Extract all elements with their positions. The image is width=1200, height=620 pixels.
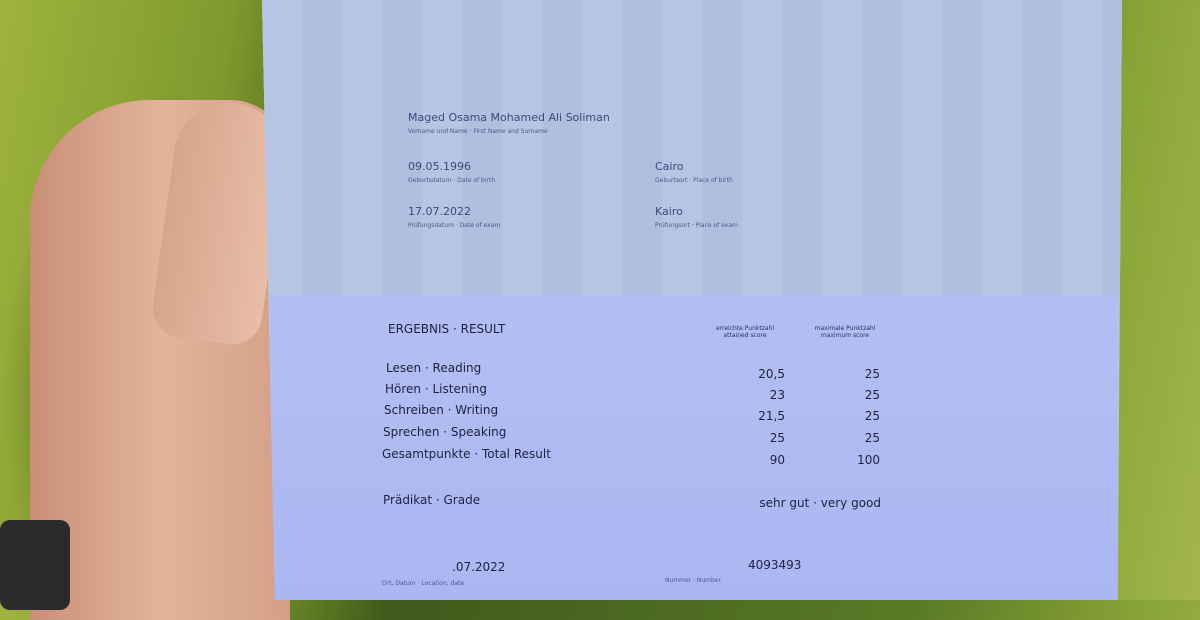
certificate-number: 4093493 — [748, 558, 802, 572]
name-label: Vorname und Name · First Name and Surnam… — [408, 128, 548, 135]
score-row-label: Gesamtpunkte · Total Result — [382, 447, 551, 461]
attained-score-header: erreichte Punktzahl attained score — [715, 325, 775, 339]
issue-date: .07.2022 — [452, 560, 506, 574]
max-score: 25 — [864, 409, 880, 423]
attained-score: 20,5 — [758, 367, 785, 381]
score-row-label: Lesen · Reading — [386, 361, 482, 375]
score-row-label: Schreiben · Writing — [384, 403, 499, 417]
birth-date-value: 09.05.1996 — [408, 160, 471, 173]
grade-value: sehr gut · very good — [759, 496, 881, 510]
birth-date-label: Geburtsdatum · Date of birth — [408, 177, 496, 184]
max-score: 25 — [864, 367, 880, 381]
personal-section: Maged Osama Mohamed Ali Soliman Vorname … — [262, 0, 1122, 295]
attained-score: 90 — [769, 453, 785, 467]
certificate: Maged Osama Mohamed Ali Soliman Vorname … — [262, 0, 1122, 600]
max-score: 25 — [864, 431, 880, 445]
score-row-label: Sprechen · Speaking — [383, 425, 507, 439]
wristwatch — [0, 520, 70, 610]
name-value: Maged Osama Mohamed Ali Soliman — [408, 111, 610, 124]
attained-score: 23 — [769, 388, 785, 402]
result-section: ERGEBNIS · RESULT erreichte Punktzahl at… — [270, 295, 1118, 600]
score-row-label: Hören · Listening — [385, 382, 487, 396]
attained-score: 21,5 — [758, 409, 785, 423]
exam-place-label: Prüfungsort · Place of exam — [655, 222, 738, 229]
exam-date-label: Prüfungsdatum · Date of exam — [408, 222, 501, 229]
exam-place-value: Kairo — [655, 205, 683, 218]
result-heading: ERGEBNIS · RESULT — [388, 322, 506, 336]
exam-date-value: 17.07.2022 — [408, 205, 471, 218]
number-label: Nummer · Number — [665, 577, 721, 584]
max-score: 25 — [864, 388, 880, 402]
max-score: 100 — [857, 453, 880, 467]
birth-place-value: Cairo — [655, 160, 684, 173]
birth-place-label: Geburtsort · Place of birth — [655, 177, 733, 184]
issue-date-label: Ort, Datum · Location, date — [382, 580, 465, 587]
attained-score: 25 — [769, 431, 785, 445]
grade-label: Prädikat · Grade — [383, 493, 481, 507]
max-score-header: maximale Punktzahl maximum score — [814, 325, 876, 339]
